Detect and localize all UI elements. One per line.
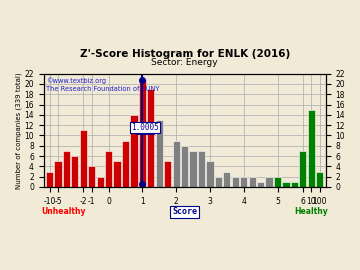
Bar <box>71 156 78 187</box>
Bar <box>274 177 281 187</box>
Bar <box>88 166 95 187</box>
Bar <box>265 177 273 187</box>
Bar <box>105 151 112 187</box>
Bar <box>316 171 323 187</box>
Text: Healthy: Healthy <box>295 207 328 216</box>
Bar <box>63 151 70 187</box>
Bar <box>232 177 239 187</box>
Bar <box>249 177 256 187</box>
Bar <box>206 161 213 187</box>
Text: Sector: Energy: Sector: Energy <box>151 58 218 67</box>
Text: The Research Foundation of SUNY: The Research Foundation of SUNY <box>46 86 160 92</box>
Text: Score: Score <box>172 207 197 216</box>
Bar <box>299 151 306 187</box>
Bar <box>282 182 289 187</box>
Bar <box>181 146 188 187</box>
Text: 1.0005: 1.0005 <box>131 123 159 132</box>
Text: Unhealthy: Unhealthy <box>41 207 85 216</box>
Bar <box>156 120 163 187</box>
Bar <box>130 115 138 187</box>
Bar <box>240 177 247 187</box>
Bar <box>215 177 222 187</box>
Y-axis label: Number of companies (339 total): Number of companies (339 total) <box>15 72 22 189</box>
Bar <box>139 79 146 187</box>
Bar <box>54 161 62 187</box>
Bar <box>198 151 205 187</box>
Text: ©www.textbiz.org: ©www.textbiz.org <box>46 77 107 84</box>
Bar <box>80 130 87 187</box>
Bar <box>113 161 121 187</box>
Bar <box>308 110 315 187</box>
Bar <box>96 177 104 187</box>
Bar <box>172 141 180 187</box>
Bar <box>223 171 230 187</box>
Bar <box>189 151 197 187</box>
Bar <box>164 161 171 187</box>
Bar <box>46 171 53 187</box>
Bar <box>122 141 129 187</box>
Bar <box>147 89 154 187</box>
Text: Z'-Score Histogram for ENLK (2016): Z'-Score Histogram for ENLK (2016) <box>80 49 290 59</box>
Bar <box>291 182 298 187</box>
Bar <box>257 182 264 187</box>
